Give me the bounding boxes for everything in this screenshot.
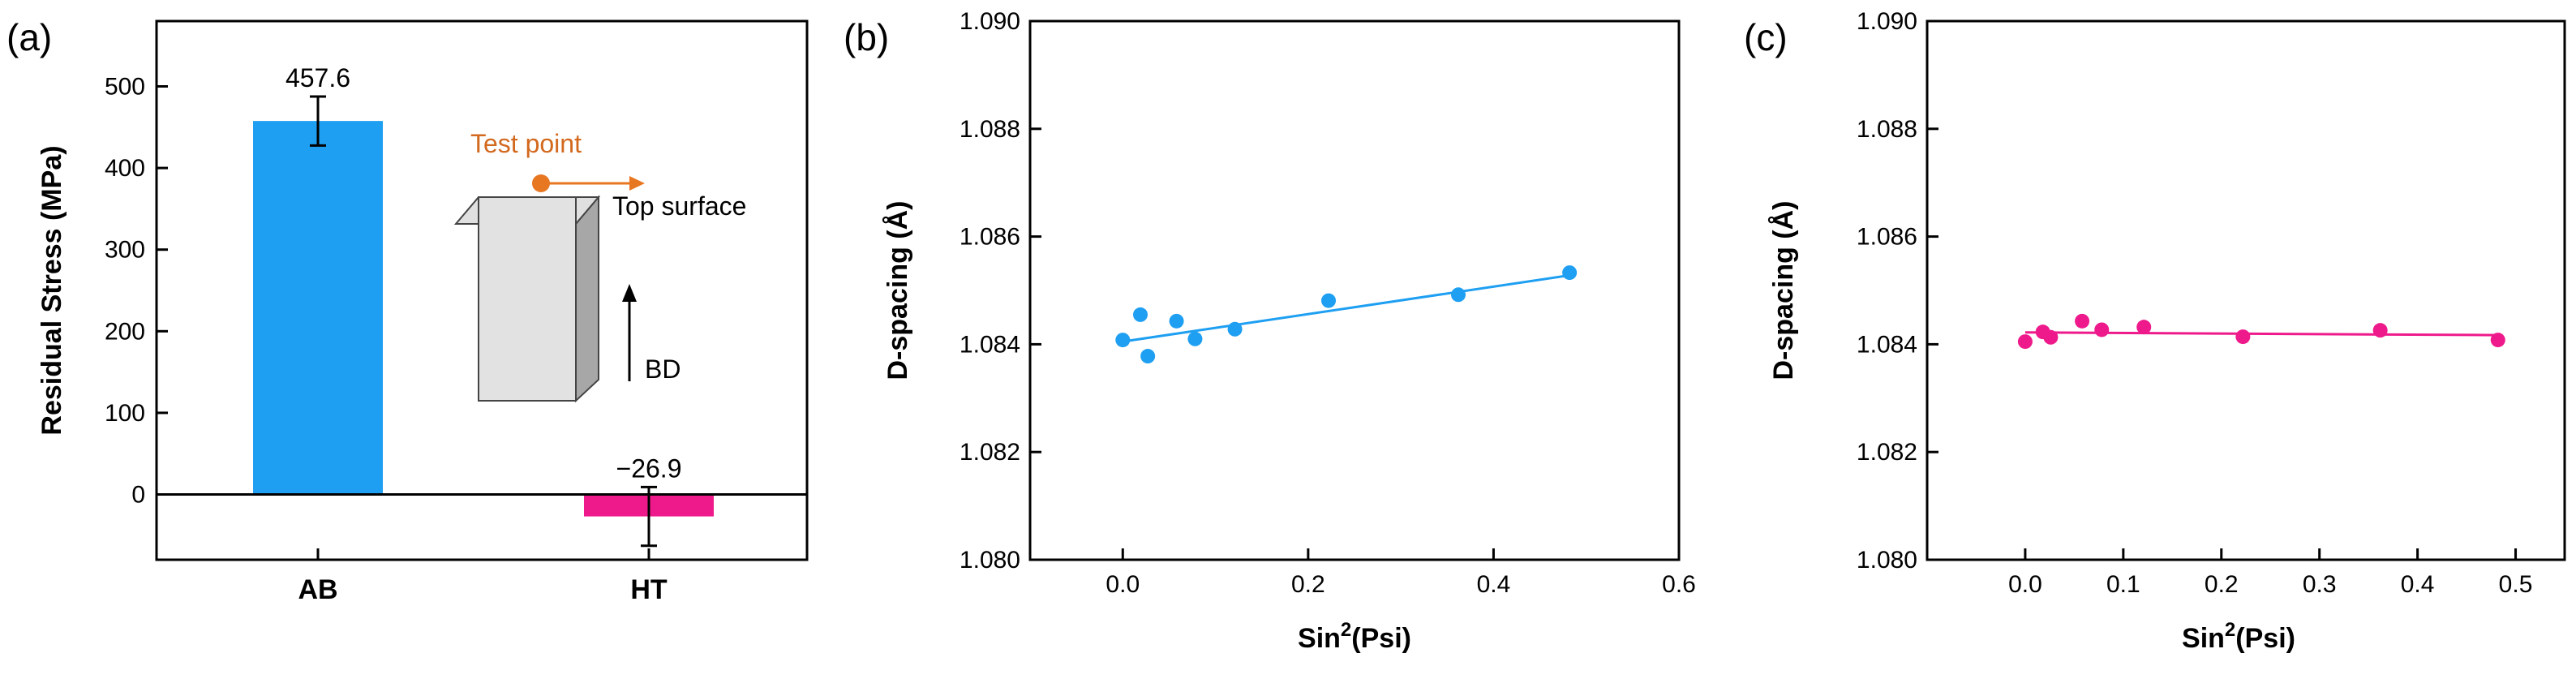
bar-ab [253, 121, 383, 495]
panel-b-x-axis-label: Sin2(Psi) [1298, 619, 1411, 654]
test-point-label: Test point [470, 129, 582, 158]
y-tick-label: 1.088 [960, 116, 1020, 143]
data-point [1115, 333, 1131, 348]
bar-value-label-ab: 457.6 [286, 63, 350, 92]
panel-c-points [2017, 313, 2505, 350]
panel-a-y-axis-label: Residual Stress (MPa) [36, 145, 67, 435]
panel-c-x-label-base: Sin [2182, 623, 2225, 654]
panel-a-y-tick-label: 100 [105, 400, 145, 427]
y-tick-label: 1.082 [1857, 439, 1917, 466]
x-tick-label: 0.6 [1662, 571, 1696, 598]
data-point [1140, 349, 1156, 364]
build-direction-label: BD [645, 355, 680, 384]
y-tick-label: 1.090 [960, 8, 1020, 35]
test-point-marker [532, 174, 550, 192]
build-direction-arrow-head [622, 284, 637, 302]
panel-a-y-tick-label: 500 [105, 73, 145, 100]
data-point [2043, 329, 2059, 345]
panel-a-bars: 457.6 AB −26.9 HT [253, 63, 714, 605]
data-point [1562, 265, 1578, 281]
panel-b-x-label-sup: 2 [1341, 619, 1351, 641]
panel-a-frame [155, 19, 809, 561]
y-tick-label: 1.090 [1857, 8, 1917, 35]
panel-b-y-axis-label: D-spacing (Å) [882, 201, 913, 380]
data-point [1451, 287, 1466, 303]
panel-b-x-ticks: 0.0 0.2 0.4 0.6 [1106, 548, 1696, 598]
x-tick-label: 0.0 [1106, 571, 1140, 598]
panel-a-bar-chart: (a) 0 100 200 300 400 500 457.6 AB −26.9 HT Resi… [6, 16, 809, 605]
panel-c-x-axis-label: Sin2(Psi) [2182, 619, 2295, 654]
panel-a-y-tick-label: 300 [105, 237, 145, 264]
panel-c-label: (c) [1744, 16, 1788, 58]
x-category-label-ht: HT [630, 574, 668, 605]
panel-c-x-ticks: 0.0 0.1 0.2 0.3 0.4 0.5 [2008, 548, 2532, 598]
y-tick-label: 1.080 [1857, 547, 1917, 574]
data-point [2490, 333, 2505, 348]
x-tick-label: 0.4 [1477, 571, 1511, 598]
x-tick-label: 0.5 [2499, 571, 2533, 598]
panel-c-x-label-rest: (Psi) [2235, 623, 2295, 654]
specimen-block-side [575, 195, 599, 403]
data-point [2075, 313, 2090, 329]
panel-b-frame [1028, 19, 1681, 561]
panel-a-label: (a) [6, 16, 52, 58]
x-tick-label: 0.3 [2303, 571, 2337, 598]
panel-b-points [1115, 265, 1578, 364]
panel-a-y-tick-label: 0 [131, 482, 145, 509]
y-tick-label: 1.084 [960, 331, 1020, 358]
x-category-label-ab: AB [298, 574, 337, 605]
data-point [2094, 322, 2110, 337]
panel-b-label: (b) [844, 16, 889, 58]
top-surface-label: Top surface [612, 191, 746, 221]
data-point [1133, 307, 1148, 322]
data-point [2017, 334, 2033, 350]
panel-b-y-ticks: 1.080 1.082 1.084 1.086 1.088 1.090 [960, 8, 1041, 574]
panel-b-x-label-base: Sin [1298, 623, 1341, 654]
panel-a-y-tick-label: 200 [105, 318, 145, 345]
y-tick-label: 1.086 [1857, 224, 1917, 251]
panel-a-y-ticks: 0 100 200 300 400 500 [105, 73, 168, 509]
data-point [1187, 331, 1203, 346]
data-point [1321, 293, 1336, 308]
bar-value-label-ht: −26.9 [616, 453, 682, 483]
y-tick-label: 1.084 [1857, 331, 1917, 358]
y-tick-label: 1.086 [960, 224, 1020, 251]
x-tick-label: 0.2 [1291, 571, 1325, 598]
data-point [2136, 320, 2152, 335]
x-tick-label: 0.2 [2205, 571, 2239, 598]
x-tick-label: 0.4 [2401, 571, 2435, 598]
y-tick-label: 1.088 [1857, 116, 1917, 143]
data-point [1169, 313, 1184, 329]
panel-c-y-ticks: 1.080 1.082 1.084 1.086 1.088 1.090 [1857, 8, 1938, 574]
panel-c-x-label-sup: 2 [2225, 619, 2235, 641]
panel-b-x-label-rest: (Psi) [1351, 623, 1411, 654]
data-point [2372, 323, 2388, 338]
data-point [2235, 329, 2251, 345]
specimen-inset: Test point Top surface BD [453, 129, 746, 403]
x-tick-label: 0.0 [2008, 571, 2042, 598]
panel-a-y-tick-label: 400 [105, 155, 145, 182]
specimen-block-face [478, 196, 577, 402]
test-point-arrow-head [629, 176, 645, 191]
x-tick-label: 0.1 [2106, 571, 2140, 598]
y-tick-label: 1.080 [960, 547, 1020, 574]
data-point [1227, 321, 1243, 337]
panel-b-fit-line [1123, 273, 1570, 343]
y-tick-label: 1.082 [960, 439, 1020, 466]
panel-c-y-axis-label: D-spacing (Å) [1768, 201, 1799, 380]
panel-c-frame [1926, 19, 2566, 561]
